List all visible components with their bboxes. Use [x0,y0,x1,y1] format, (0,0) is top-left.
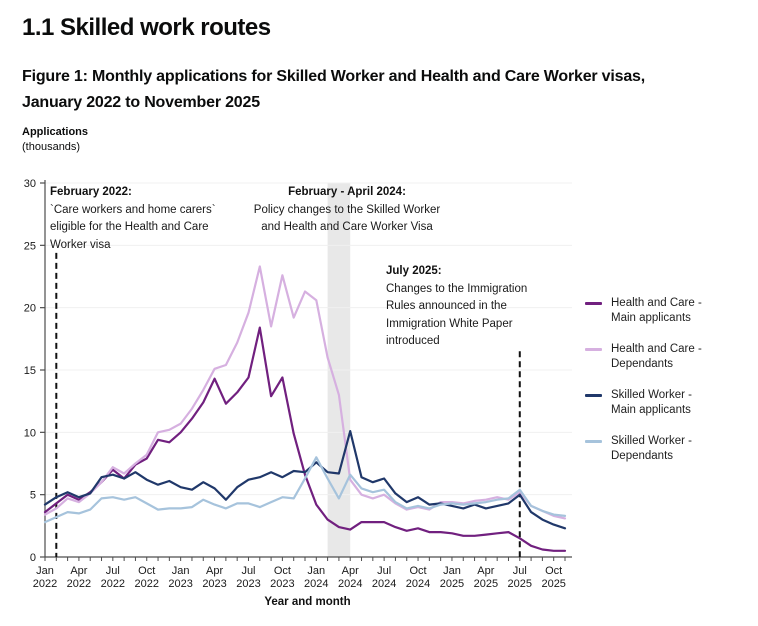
y-tick-label: 5 [30,490,36,502]
y-tick-label: 10 [24,427,36,439]
x-tick-label: Apr 2022 [67,565,91,590]
legend-item-sw-main: Skilled Worker - Main applicants [585,388,702,418]
chart-legend: Health and Care - Main applicants Health… [585,296,702,464]
series-line-skilled-worker-dependants [43,456,567,524]
y-tick-label: 20 [24,303,36,315]
annotation-line: Rules announced in the [386,300,507,312]
x-tick-label: Jan 2023 [168,565,192,590]
annotation-line: Worker visa [50,238,111,251]
annotation-july-2025: July 2025: Changes to the Immigration Ru… [386,263,551,351]
series-line-skilled-worker-main-applicants [43,430,567,530]
y-axis-unit-line1: Applications [22,126,89,138]
annotation-line: Changes to the Immigration [386,282,528,295]
x-tick-label: Jul 2024 [372,565,396,590]
x-tick-label: Oct 2024 [406,565,430,590]
annotation-line: Immigration White Paper [386,317,513,330]
legend-label: Health and Care - Main applicants [611,297,702,324]
figure-title-line2: January 2022 to November 2025 [22,94,260,111]
x-tick-label: Jan 2024 [304,565,328,590]
figure-title: Figure 1: Monthly applications for Skill… [22,64,752,116]
y-tick-label: 25 [24,240,36,252]
x-tick-label: Apr 2024 [338,565,362,590]
annotation-line: and Health and Care Worker Visa [261,221,433,233]
annotation-february-april-2024: February - April 2024: Policy changes to… [242,184,452,237]
annotation-line: eligible for the Health and Care [50,221,209,233]
x-tick-label: Jul 2022 [101,565,125,590]
annotation-title: February - April 2024: [288,186,406,198]
x-tick-label: Oct 2025 [541,565,565,590]
legend-item-hc-dependants: Health and Care - Dependants [585,342,702,372]
x-tick-label: Apr 2023 [202,565,226,590]
x-tick-label: Jul 2023 [236,565,260,590]
x-tick-label: Jul 2025 [508,565,532,590]
figure-title-line1: Figure 1: Monthly applications for Skill… [22,68,645,85]
y-tick-label: 0 [30,552,36,564]
annotation-title: July 2025: [386,265,442,277]
x-tick-label: Jan 2022 [33,565,57,590]
x-tick-label: Oct 2022 [134,565,158,590]
legend-label: Health and Care - Dependants [611,343,702,370]
y-tick-label: 30 [24,178,36,190]
annotation-line: Policy changes to the Skilled Worker [253,203,441,216]
legend-label: Skilled Worker - Dependants [611,435,692,462]
annotation-line: `Care workers and home carers` [50,203,216,216]
legend-swatch-hc-main [585,302,602,305]
series-line-health-and-care-main-applicants [43,326,567,552]
x-tick-label: Jan 2025 [440,565,464,590]
y-tick-label: 15 [24,365,36,377]
section-title: 1.1 Skilled work routes [22,14,271,41]
legend-label: Skilled Worker - Main applicants [611,389,692,416]
y-axis-unit-line2: (thousands) [22,141,81,153]
legend-item-sw-dependants: Skilled Worker - Dependants [585,434,702,464]
x-tick-label: Oct 2023 [270,565,294,590]
legend-swatch-sw-main [585,394,602,397]
annotation-february-2022: February 2022: `Care workers and home ca… [50,184,245,254]
annotation-line: introduced [386,335,440,347]
legend-swatch-hc-dependants [585,348,602,351]
series-line-health-and-care-dependants [43,265,567,520]
annotation-title: February 2022: [50,186,132,198]
x-tick-label: Apr 2025 [474,565,498,590]
legend-item-hc-main: Health and Care - Main applicants [585,296,702,326]
y-axis-unit-label: Applications (thousands) [22,125,88,155]
legend-swatch-sw-dependants [585,440,602,443]
x-axis-title: Year and month [264,596,351,608]
